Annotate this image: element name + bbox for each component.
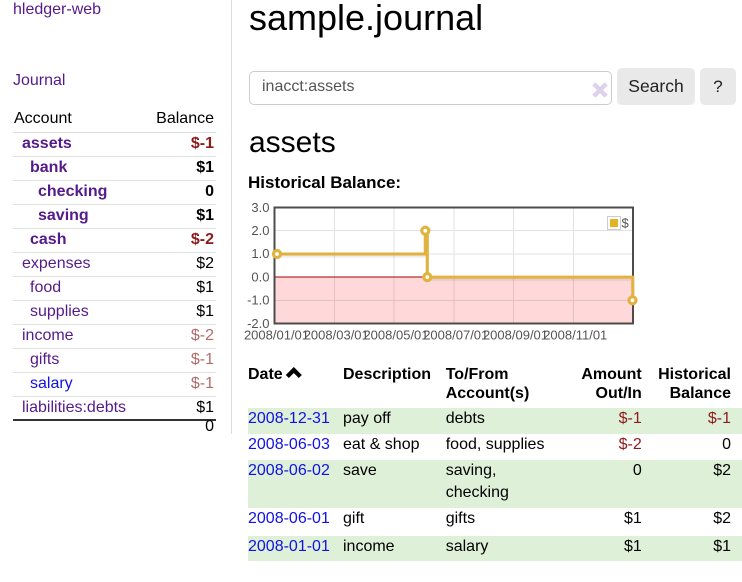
svg-text:2.0: 2.0 xyxy=(251,223,269,238)
svg-text:2008/05/01: 2008/05/01 xyxy=(363,328,428,343)
svg-text:2008/09/01: 2008/09/01 xyxy=(483,328,548,343)
svg-text:1.0: 1.0 xyxy=(251,246,269,261)
svg-text:3.0: 3.0 xyxy=(251,200,269,215)
svg-text:2008/07/01: 2008/07/01 xyxy=(423,328,488,343)
svg-text:0.0: 0.0 xyxy=(251,269,269,284)
svg-text:-2.0: -2.0 xyxy=(247,316,269,331)
svg-text:$: $ xyxy=(622,216,630,231)
svg-text:2008/03/01: 2008/03/01 xyxy=(304,328,369,343)
svg-text:2008/01/01: 2008/01/01 xyxy=(244,328,309,343)
svg-text:-1.0: -1.0 xyxy=(247,293,269,308)
svg-text:2008/11/01: 2008/11/01 xyxy=(543,328,607,343)
